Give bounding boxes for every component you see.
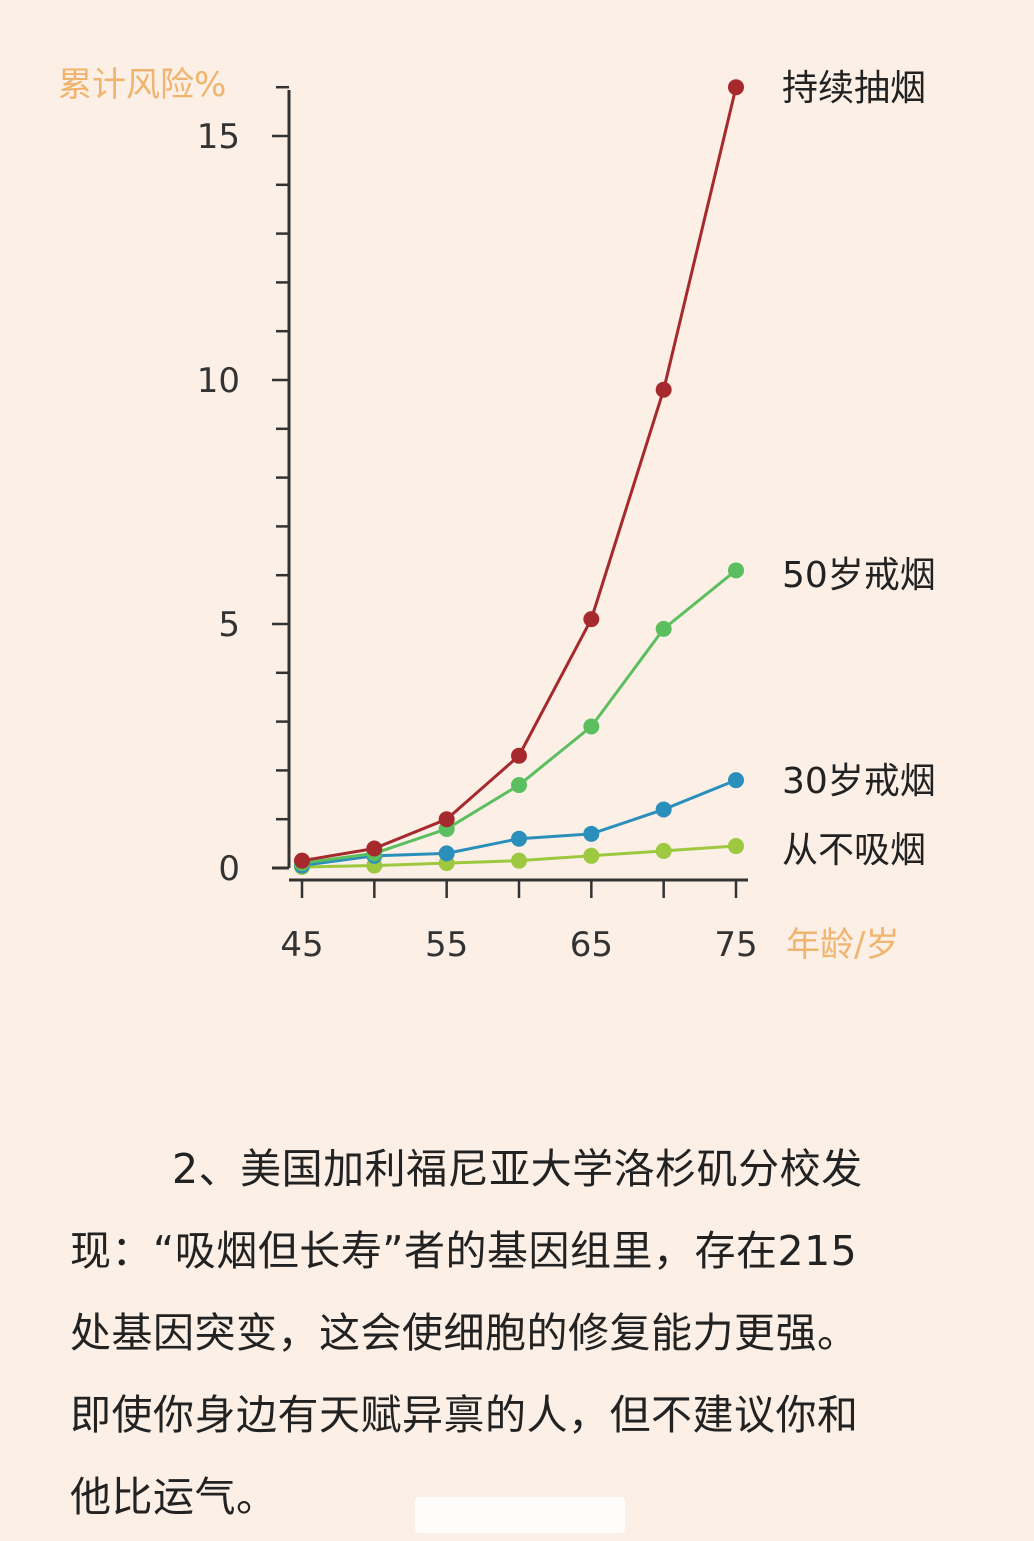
series-line <box>301 569 737 865</box>
watermark-bar <box>415 1497 625 1533</box>
article-line-2: 现：“吸烟但长寿”者的基因组里，存在215 <box>70 1227 858 1275</box>
series-label: 从不吸烟 <box>782 830 926 871</box>
data-point <box>583 611 600 628</box>
series-line <box>301 86 738 863</box>
series-持续抽烟 <box>294 79 744 869</box>
data-point <box>728 838 744 855</box>
data-point <box>583 847 600 864</box>
y-tick-label: 15 <box>197 117 240 157</box>
article-line-5: 他比运气。 <box>70 1473 278 1521</box>
x-tick-label: 65 <box>570 925 613 965</box>
data-point <box>583 718 600 735</box>
data-point <box>438 811 455 828</box>
data-point <box>655 381 672 398</box>
data-point <box>728 562 744 579</box>
data-point <box>655 842 672 859</box>
data-point <box>511 830 527 847</box>
article-text: 2、美国加利福尼亚大学洛杉矶分校发 现：“吸烟但长寿”者的基因组里，存在215 … <box>70 1128 970 1538</box>
series-50岁戒烟 <box>294 562 744 872</box>
y-tick-label: 10 <box>197 361 240 401</box>
series-layer <box>294 79 744 876</box>
article-line-1: 2、美国加利福尼亚大学洛杉矶分校发 <box>172 1145 863 1193</box>
data-point <box>511 747 527 764</box>
data-point <box>511 777 527 794</box>
article-line-3: 处基因突变，这会使细胞的修复能力更强。 <box>70 1309 859 1357</box>
y-tick-label: 0 <box>218 849 240 889</box>
data-point <box>294 852 310 869</box>
x-tick-label: 75 <box>714 925 757 965</box>
y-axis-ticks: 0 5 10 15 <box>197 85 289 889</box>
axes <box>272 90 748 882</box>
data-point <box>366 840 383 857</box>
data-point <box>728 79 744 96</box>
data-point <box>655 801 672 818</box>
article-line-4: 即使你身边有天赋异禀的人，但不建议你和 <box>70 1391 859 1439</box>
series-label: 50岁戒烟 <box>782 555 936 596</box>
series-label: 30岁戒烟 <box>782 761 936 802</box>
y-axis-label: 累计风险% <box>58 65 226 105</box>
x-axis-label: 年龄/岁 <box>786 925 899 965</box>
data-point <box>438 845 455 862</box>
data-point <box>728 772 744 789</box>
data-point <box>583 825 600 842</box>
series-label: 持续抽烟 <box>782 68 926 109</box>
y-tick-label: 5 <box>218 605 240 645</box>
x-tick-label: 45 <box>280 925 323 965</box>
data-point <box>511 852 527 869</box>
data-point <box>655 620 672 637</box>
x-axis-ticks: 45 55 65 75 <box>280 880 758 965</box>
x-tick-label: 55 <box>425 925 468 965</box>
